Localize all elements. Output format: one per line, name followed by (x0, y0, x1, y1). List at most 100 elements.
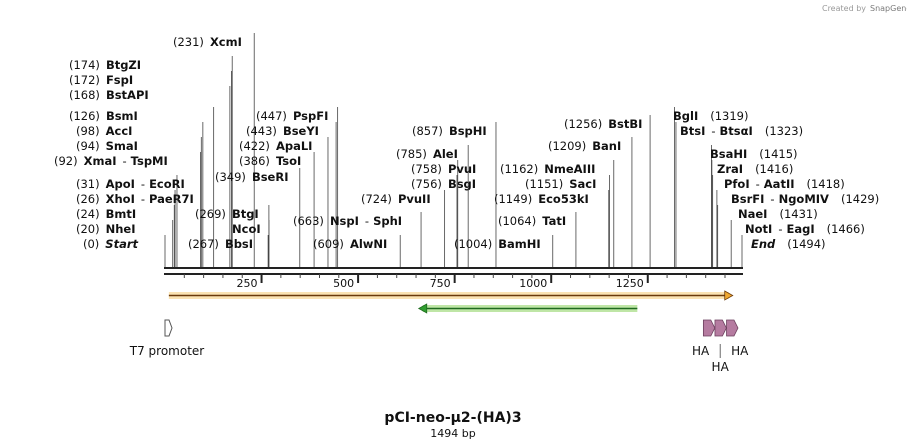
site-label: (267) BbsI (188, 237, 253, 251)
site-enzyme-name: BmtI (106, 207, 137, 221)
site-enzyme-name: BsmI (106, 109, 138, 123)
site-start[interactable]: (0) Start (83, 235, 166, 268)
site-enzyme-name: TsoI (276, 154, 301, 168)
site-pspfi[interactable]: (447) PspFI (256, 107, 339, 268)
site-position: (31) (76, 177, 100, 191)
credit-brand: SnapGene (870, 4, 907, 13)
site-acci[interactable]: (98) AccI (76, 122, 204, 268)
site-bani[interactable]: (1209) BanI (548, 137, 633, 268)
ha-tag-arrow[interactable] (714, 319, 727, 337)
site-separator: - (711, 124, 715, 138)
site-enzyme-name: SacI (569, 177, 596, 191)
ha-tag-arrow[interactable] (702, 319, 716, 337)
site-enzyme-name: XhoI (106, 192, 135, 206)
site-enzyme-name: BanI (592, 139, 621, 153)
site-label: (758) PvuI (411, 162, 476, 176)
site-enzyme-name: ZraI (717, 162, 743, 176)
ha-tag-label: HA (731, 344, 749, 358)
site-position: (94) (76, 139, 100, 153)
site-label: (422) ApaLI (239, 139, 312, 153)
site-naei[interactable]: NaeI (1431) (717, 205, 818, 268)
site-label: (1256) BstBI (564, 117, 642, 131)
site-smai[interactable]: (94) SmaI (76, 137, 202, 268)
site-enzyme-name-2: NgoMIV (779, 192, 829, 206)
site-separator: - (123, 154, 127, 168)
site-bamhi[interactable]: (1004) BamHI (454, 235, 554, 268)
site-position: (1494) (787, 237, 825, 251)
site-position: (663) (293, 214, 324, 228)
site-nmeaiii[interactable]: (1162) NmeAIII (500, 160, 615, 268)
ha-tag-arrow[interactable] (726, 319, 739, 337)
site-tsoi[interactable]: (386) TsoI (239, 152, 315, 268)
site-label: BglI (1319) (673, 109, 748, 123)
site-xhoi[interactable]: (26) XhoI - PaeR7I (76, 190, 194, 268)
site-pfoi[interactable]: PfoI - AatII (1418) (712, 175, 845, 268)
site-nhei[interactable]: (20) NheI (76, 220, 174, 268)
site-btgzi[interactable]: (174) BtgZI (69, 56, 233, 268)
site-position: (1415) (759, 147, 797, 161)
site-position: (26) (76, 192, 100, 206)
site-bstbi[interactable]: (1256) BstBI (564, 115, 651, 268)
site-end[interactable]: End (1494) (741, 235, 826, 268)
site-eco53ki[interactable]: (1149) Eco53kI (494, 190, 610, 268)
site-label: NaeI (1431) (738, 207, 818, 221)
site-noti[interactable]: NotI - EagI (1466) (730, 220, 865, 268)
site-position: (1004) (454, 237, 492, 251)
site-zrai[interactable]: ZraI (1416) (711, 160, 793, 268)
site-bsgi[interactable]: (756) BsgI (411, 175, 476, 268)
site-saci[interactable]: (1151) SacI (525, 175, 610, 268)
site-label: (172) FspI (69, 73, 133, 87)
site-tati[interactable]: (1064) TatI (498, 212, 577, 268)
site-position: (756) (411, 177, 442, 191)
map-length: 1494 bp (430, 427, 475, 440)
site-label: NotI - EagI (1466) (745, 222, 865, 236)
site-ncoi[interactable]: NcoI (232, 220, 270, 268)
site-apoi[interactable]: (31) ApoI - EcoRI (76, 175, 185, 268)
site-separator: - (141, 177, 145, 191)
site-label: BtsI - BtsαI (1323) (680, 124, 803, 138)
site-bsmi[interactable]: (126) BsmI (69, 107, 215, 268)
site-bseri[interactable]: (349) BseRI (215, 168, 301, 268)
site-position: (231) (173, 35, 204, 49)
site-enzyme-name: BstAPI (106, 88, 149, 102)
ruler-tick-label: 1000 (519, 277, 547, 290)
site-btsi[interactable]: BtsI - BtsαI (1323) (675, 122, 803, 268)
site-bstapi[interactable]: (168) BstAPI (69, 86, 231, 268)
site-enzyme-name-2: AatII (764, 177, 795, 191)
site-xcmi[interactable]: (231) XcmI (173, 33, 255, 268)
site-bseyi[interactable]: (443) BseYI (246, 122, 337, 268)
site-position: (1064) (498, 214, 536, 228)
site-fspi[interactable]: (172) FspI (69, 71, 232, 268)
site-label: (1004) BamHI (454, 237, 541, 251)
site-enzyme-name: BstBI (608, 117, 642, 131)
site-separator: - (756, 177, 760, 191)
site-alei[interactable]: (785) AleI (396, 145, 469, 268)
site-bsphi[interactable]: (857) BspHI (412, 122, 497, 268)
site-label: (174) BtgZI (69, 58, 141, 72)
site-label: End (1494) (751, 237, 826, 251)
t7-promoter-arrow[interactable] (164, 319, 173, 337)
site-bmti[interactable]: (24) BmtI (76, 205, 175, 268)
site-enzyme-name: NmeAIII (544, 162, 595, 176)
site-bbsi[interactable]: (267) BbsI (188, 235, 269, 268)
site-position: (20) (76, 222, 100, 236)
site-label: (94) SmaI (76, 139, 138, 153)
site-alwni[interactable]: (609) AlwNI (313, 235, 401, 268)
site-pvuii[interactable]: (724) PvuII (361, 190, 446, 268)
site-apali[interactable]: (422) ApaLI (239, 137, 329, 268)
site-bgli[interactable]: BglI (1319) (673, 107, 748, 268)
site-enzyme-name: BtgZI (106, 58, 141, 72)
site-label: (20) NheI (76, 222, 136, 236)
site-enzyme-name-2: EcoRI (149, 177, 185, 191)
site-enzyme-name: NcoI (232, 222, 261, 236)
site-pvui[interactable]: (758) PvuI (411, 160, 476, 268)
map-title: pCI-neo-μ2-(HA)3 (384, 410, 521, 426)
site-label: (92) XmaI - TspMI (54, 154, 168, 168)
site-enzyme-name: BtsI (680, 124, 705, 138)
ruler: 250 500 750 1000 1250 (183, 274, 726, 290)
site-xmai[interactable]: (92) XmaI - TspMI (54, 152, 201, 268)
site-label: (349) BseRI (215, 170, 288, 184)
site-bsrfi[interactable]: BsrFI - NgoMIV (1429) (716, 190, 879, 268)
site-nspi[interactable]: (663) NspI - SphI (293, 212, 422, 268)
